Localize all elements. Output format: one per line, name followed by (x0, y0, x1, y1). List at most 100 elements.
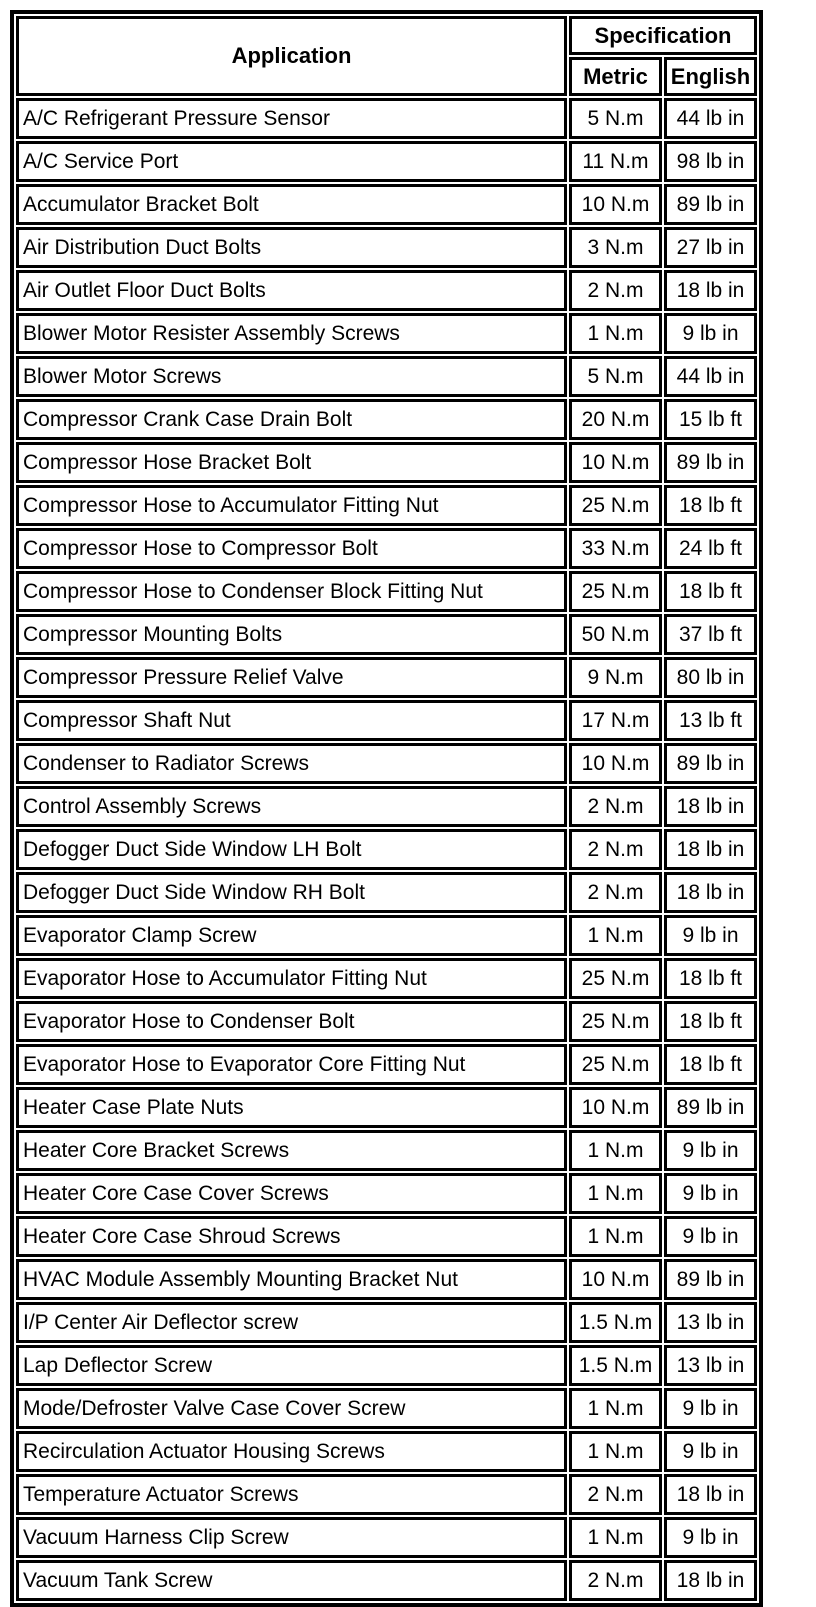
application-cell: Compressor Hose to Compressor Bolt (16, 528, 567, 569)
metric-value-cell: 5 N.m (569, 98, 662, 139)
english-value-cell: 18 lb in (664, 1474, 757, 1515)
english-value-cell: 18 lb in (664, 829, 757, 870)
application-cell: Compressor Hose Bracket Bolt (16, 442, 567, 483)
metric-value-cell: 25 N.m (569, 958, 662, 999)
page: Application Specification Metric English… (10, 10, 763, 1607)
application-cell: Heater Core Bracket Screws (16, 1130, 567, 1171)
table-row: Blower Motor Screws 5 N.m 44 lb in (16, 356, 757, 397)
metric-value-cell: 1 N.m (569, 1173, 662, 1214)
table-row: Evaporator Hose to Condenser Bolt 25 N.m 1… (16, 1001, 757, 1042)
english-value-cell: 18 lb in (664, 872, 757, 913)
metric-value-cell: 1 N.m (569, 1130, 662, 1171)
metric-value-cell: 33 N.m (569, 528, 662, 569)
application-cell: Vacuum Tank Screw (16, 1560, 567, 1601)
table-row: Temperature Actuator Screws 2 N.m 18 lb in (16, 1474, 757, 1515)
specification-column-header: Specification (569, 16, 757, 55)
metric-value-cell: 1 N.m (569, 313, 662, 354)
metric-value-cell: 17 N.m (569, 700, 662, 741)
table-row: A/C Service Port 11 N.m 98 lb in (16, 141, 757, 182)
english-value-cell: 18 lb ft (664, 1001, 757, 1042)
english-value-cell: 89 lb in (664, 442, 757, 483)
table-row: Defogger Duct Side Window RH Bolt 2 N.m 18… (16, 872, 757, 913)
header-row-top: Application Specification (16, 16, 757, 96)
application-cell: Heater Case Plate Nuts (16, 1087, 567, 1128)
table-row: Air Outlet Floor Duct Bolts 2 N.m 18 lb in (16, 270, 757, 311)
english-column-header: English (664, 57, 757, 96)
application-cell: Blower Motor Screws (16, 356, 567, 397)
english-value-cell: 9 lb in (664, 1388, 757, 1429)
table-row: Condenser to Radiator Screws 10 N.m 89 lb … (16, 743, 757, 784)
table-row: Evaporator Hose to Accumulator Fitting N… (16, 958, 757, 999)
metric-value-cell: 2 N.m (569, 270, 662, 311)
table-row: Compressor Hose to Condenser Block Fitti… (16, 571, 757, 612)
table-row: Accumulator Bracket Bolt 10 N.m 89 lb in (16, 184, 757, 225)
english-value-cell: 9 lb in (664, 313, 757, 354)
english-value-cell: 9 lb in (664, 1517, 757, 1558)
table-row: Heater Case Plate Nuts 10 N.m 89 lb in (16, 1087, 757, 1128)
application-cell: Vacuum Harness Clip Screw (16, 1517, 567, 1558)
header-row-units: Metric English (16, 57, 757, 96)
application-cell: Temperature Actuator Screws (16, 1474, 567, 1515)
table-row: Vacuum Harness Clip Screw 1 N.m 9 lb in (16, 1517, 757, 1558)
metric-value-cell: 1 N.m (569, 1216, 662, 1257)
english-value-cell: 18 lb ft (664, 571, 757, 612)
table-row: HVAC Module Assembly Mounting Bracket Nu… (16, 1259, 757, 1300)
table-row: Evaporator Hose to Evaporator Core Fitti… (16, 1044, 757, 1085)
english-value-cell: 9 lb in (664, 1130, 757, 1171)
application-cell: Heater Core Case Cover Screws (16, 1173, 567, 1214)
application-cell: Compressor Mounting Bolts (16, 614, 567, 655)
english-value-cell: 18 lb in (664, 786, 757, 827)
metric-value-cell: 1.5 N.m (569, 1345, 662, 1386)
application-cell: Evaporator Hose to Evaporator Core Fitti… (16, 1044, 567, 1085)
application-cell: Accumulator Bracket Bolt (16, 184, 567, 225)
table-row: I/P Center Air Deflector screw 1.5 N.m 13 … (16, 1302, 757, 1343)
english-value-cell: 98 lb in (664, 141, 757, 182)
metric-value-cell: 50 N.m (569, 614, 662, 655)
spec-table-body: A/C Refrigerant Pressure Sensor 5 N.m 44 l… (16, 98, 757, 1601)
table-row: Compressor Hose to Accumulator Fitting N… (16, 485, 757, 526)
metric-value-cell: 2 N.m (569, 1560, 662, 1601)
application-cell: I/P Center Air Deflector screw (16, 1302, 567, 1343)
english-value-cell: 37 lb ft (664, 614, 757, 655)
table-row: Air Distribution Duct Bolts 3 N.m 27 lb in (16, 227, 757, 268)
metric-value-cell: 1 N.m (569, 1431, 662, 1472)
metric-value-cell: 10 N.m (569, 184, 662, 225)
metric-value-cell: 11 N.m (569, 141, 662, 182)
table-row: Compressor Hose Bracket Bolt 10 N.m 89 lb … (16, 442, 757, 483)
table-row: Vacuum Tank Screw 2 N.m 18 lb in (16, 1560, 757, 1601)
english-value-cell: 80 lb in (664, 657, 757, 698)
application-cell: HVAC Module Assembly Mounting Bracket Nu… (16, 1259, 567, 1300)
application-cell: Evaporator Clamp Screw (16, 915, 567, 956)
english-value-cell: 13 lb in (664, 1345, 757, 1386)
metric-value-cell: 2 N.m (569, 829, 662, 870)
english-value-cell: 44 lb in (664, 98, 757, 139)
metric-value-cell: 5 N.m (569, 356, 662, 397)
table-row: Recirculation Actuator Housing Screws 1 N… (16, 1431, 757, 1472)
metric-value-cell: 3 N.m (569, 227, 662, 268)
table-row: Compressor Hose to Compressor Bolt 33 N.m… (16, 528, 757, 569)
english-value-cell: 27 lb in (664, 227, 757, 268)
application-cell: Control Assembly Screws (16, 786, 567, 827)
table-row: Heater Core Case Cover Screws 1 N.m 9 lb i… (16, 1173, 757, 1214)
english-value-cell: 89 lb in (664, 743, 757, 784)
english-value-cell: 18 lb ft (664, 958, 757, 999)
metric-value-cell: 25 N.m (569, 1044, 662, 1085)
application-cell: Mode/Defroster Valve Case Cover Screw (16, 1388, 567, 1429)
application-cell: Compressor Hose to Accumulator Fitting N… (16, 485, 567, 526)
english-value-cell: 89 lb in (664, 184, 757, 225)
application-column-header: Application (16, 16, 567, 96)
english-value-cell: 18 lb in (664, 1560, 757, 1601)
application-cell: Air Distribution Duct Bolts (16, 227, 567, 268)
metric-value-cell: 25 N.m (569, 1001, 662, 1042)
metric-value-cell: 20 N.m (569, 399, 662, 440)
table-row: Compressor Shaft Nut 17 N.m 13 lb ft (16, 700, 757, 741)
table-row: Lap Deflector Screw 1.5 N.m 13 lb in (16, 1345, 757, 1386)
table-row: Blower Motor Resister Assembly Screws 1 N… (16, 313, 757, 354)
application-cell: Defogger Duct Side Window LH Bolt (16, 829, 567, 870)
table-row: Mode/Defroster Valve Case Cover Screw 1 N… (16, 1388, 757, 1429)
english-value-cell: 18 lb ft (664, 1044, 757, 1085)
english-value-cell: 13 lb ft (664, 700, 757, 741)
english-value-cell: 9 lb in (664, 915, 757, 956)
metric-value-cell: 25 N.m (569, 485, 662, 526)
table-row: A/C Refrigerant Pressure Sensor 5 N.m 44 l… (16, 98, 757, 139)
